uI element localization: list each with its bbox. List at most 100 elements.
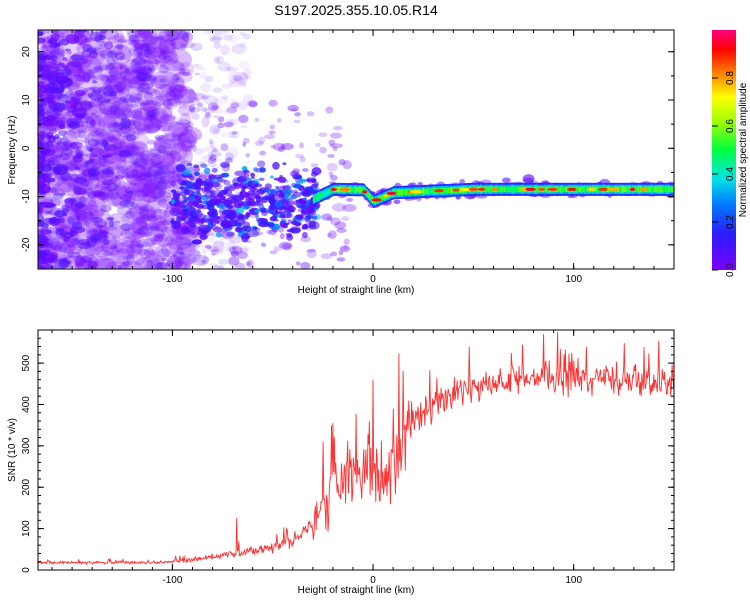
spectrogram-cell <box>112 118 133 135</box>
spectrogram-cell <box>286 206 296 212</box>
spectrogram-cell <box>77 124 91 134</box>
carrier-segment <box>380 195 382 202</box>
carrier-core <box>607 187 620 191</box>
spectrogram-cell <box>334 221 347 230</box>
spectrogram-cell <box>117 186 137 202</box>
spectrogram-cell <box>38 52 44 59</box>
spectrogram-cell <box>133 59 156 79</box>
spectrogram-cell <box>142 148 176 169</box>
carrier-segment <box>354 186 357 193</box>
spectrogram-cell <box>228 80 238 87</box>
spectrogram-cell <box>127 253 135 259</box>
spectrogram-cell <box>212 127 220 134</box>
spectrogram-cell <box>117 150 126 157</box>
spectrogram-cell <box>44 171 52 177</box>
spectrogram-cell <box>177 242 185 249</box>
spectrogram-cell <box>279 233 285 240</box>
spectrogram-cell <box>38 151 46 161</box>
snr-frame <box>37 329 675 571</box>
spectrogram-cell <box>136 30 142 33</box>
spectrogram-cell <box>186 182 194 189</box>
spectrogram-cell <box>40 223 49 230</box>
spectrogram-cell <box>103 142 111 152</box>
spectrogram-cell <box>98 153 127 171</box>
spectrogram-cell <box>178 253 196 265</box>
spectrogram-cell <box>143 222 161 231</box>
spectrogram-cell <box>89 93 104 101</box>
spectrogram-cell <box>69 142 79 150</box>
spectrogram-cell <box>100 186 110 198</box>
spectrogram-cell <box>149 218 170 232</box>
spectrogram-cell <box>230 106 237 112</box>
spectrogram-cell <box>132 44 153 59</box>
carrier-segment <box>428 188 430 195</box>
spectrogram-cell <box>234 170 247 177</box>
spectrogram-cell <box>65 100 71 104</box>
spectrogram-cell <box>218 179 227 183</box>
carrier-segment <box>444 187 447 194</box>
spectrogram-cell <box>166 255 184 269</box>
spectrogram-cell <box>107 170 114 175</box>
spectrogram-cell <box>229 185 234 189</box>
spectrogram-cell <box>127 178 157 197</box>
spectrogram-cell <box>126 97 137 108</box>
spectrogram-cell <box>200 163 208 168</box>
spectrogram-cell <box>182 210 188 215</box>
spectrogram-cell <box>122 69 146 89</box>
spectrogram-cell <box>91 74 112 90</box>
spectrogram-cell <box>160 115 176 124</box>
spectrogram-cell <box>199 233 208 240</box>
spectrogram-cell <box>134 42 144 50</box>
spectrogram-cell <box>88 172 96 178</box>
spectrogram-cell <box>126 145 140 155</box>
carrier-segment <box>485 186 488 193</box>
spectrogram-cell <box>280 143 294 151</box>
spectrogram-cell <box>87 127 115 145</box>
spectrogram-cell <box>38 106 44 112</box>
spectrogram-cell <box>124 120 143 129</box>
spectrogram-cell <box>90 233 107 243</box>
spectrogram-cell <box>201 116 210 128</box>
spectrogram-cell <box>116 206 133 215</box>
spectrogram-cell <box>104 178 118 192</box>
carrier-segment <box>512 186 514 193</box>
spectrogram-cell <box>193 168 201 172</box>
spectrogram-cell <box>49 42 58 49</box>
spectrogram-cell <box>120 131 150 150</box>
spectrogram-cell <box>295 153 304 159</box>
spectrogram-cell <box>162 55 173 62</box>
spectrogram-cell <box>119 122 128 131</box>
spectrogram-cell <box>112 138 127 150</box>
spectrogram-cell <box>236 226 244 231</box>
spectrogram-cell <box>87 99 104 108</box>
spectrogram-cell <box>132 229 146 241</box>
spectrogram-cell <box>159 59 186 77</box>
spectrogram-cell <box>59 153 71 161</box>
spectrogram-cell <box>113 220 121 224</box>
spectrogram-cell <box>282 162 287 166</box>
spectrogram-cell <box>100 53 105 58</box>
spectrogram-cell <box>132 30 151 38</box>
spectrogram-cell <box>153 195 160 200</box>
carrier-segment <box>315 194 318 201</box>
spectrogram-cell <box>154 60 167 67</box>
spectrogram-cell <box>135 238 156 248</box>
spectrogram-cell <box>130 217 148 231</box>
spectrogram-cell <box>131 74 158 86</box>
colorbar-tick-label: 0.2 <box>725 215 736 229</box>
spectrogram-cell <box>83 179 90 183</box>
spectrogram-cell <box>123 68 130 74</box>
carrier-segment <box>637 186 639 193</box>
spectrogram-cell <box>219 198 228 203</box>
spectrogram-cell <box>228 234 242 244</box>
spectrogram-cell <box>52 136 63 144</box>
spectrogram-cell <box>138 53 145 59</box>
spectrogram-cell <box>209 262 218 267</box>
spectrogram-cell <box>52 192 64 200</box>
spectrogram-cell <box>286 228 296 233</box>
carrier-segment <box>366 190 368 197</box>
spectrogram-cell <box>194 72 200 76</box>
spectrogram-cell <box>192 148 197 152</box>
spectrogram-cell <box>43 55 53 61</box>
spectrogram-cell <box>139 82 154 90</box>
